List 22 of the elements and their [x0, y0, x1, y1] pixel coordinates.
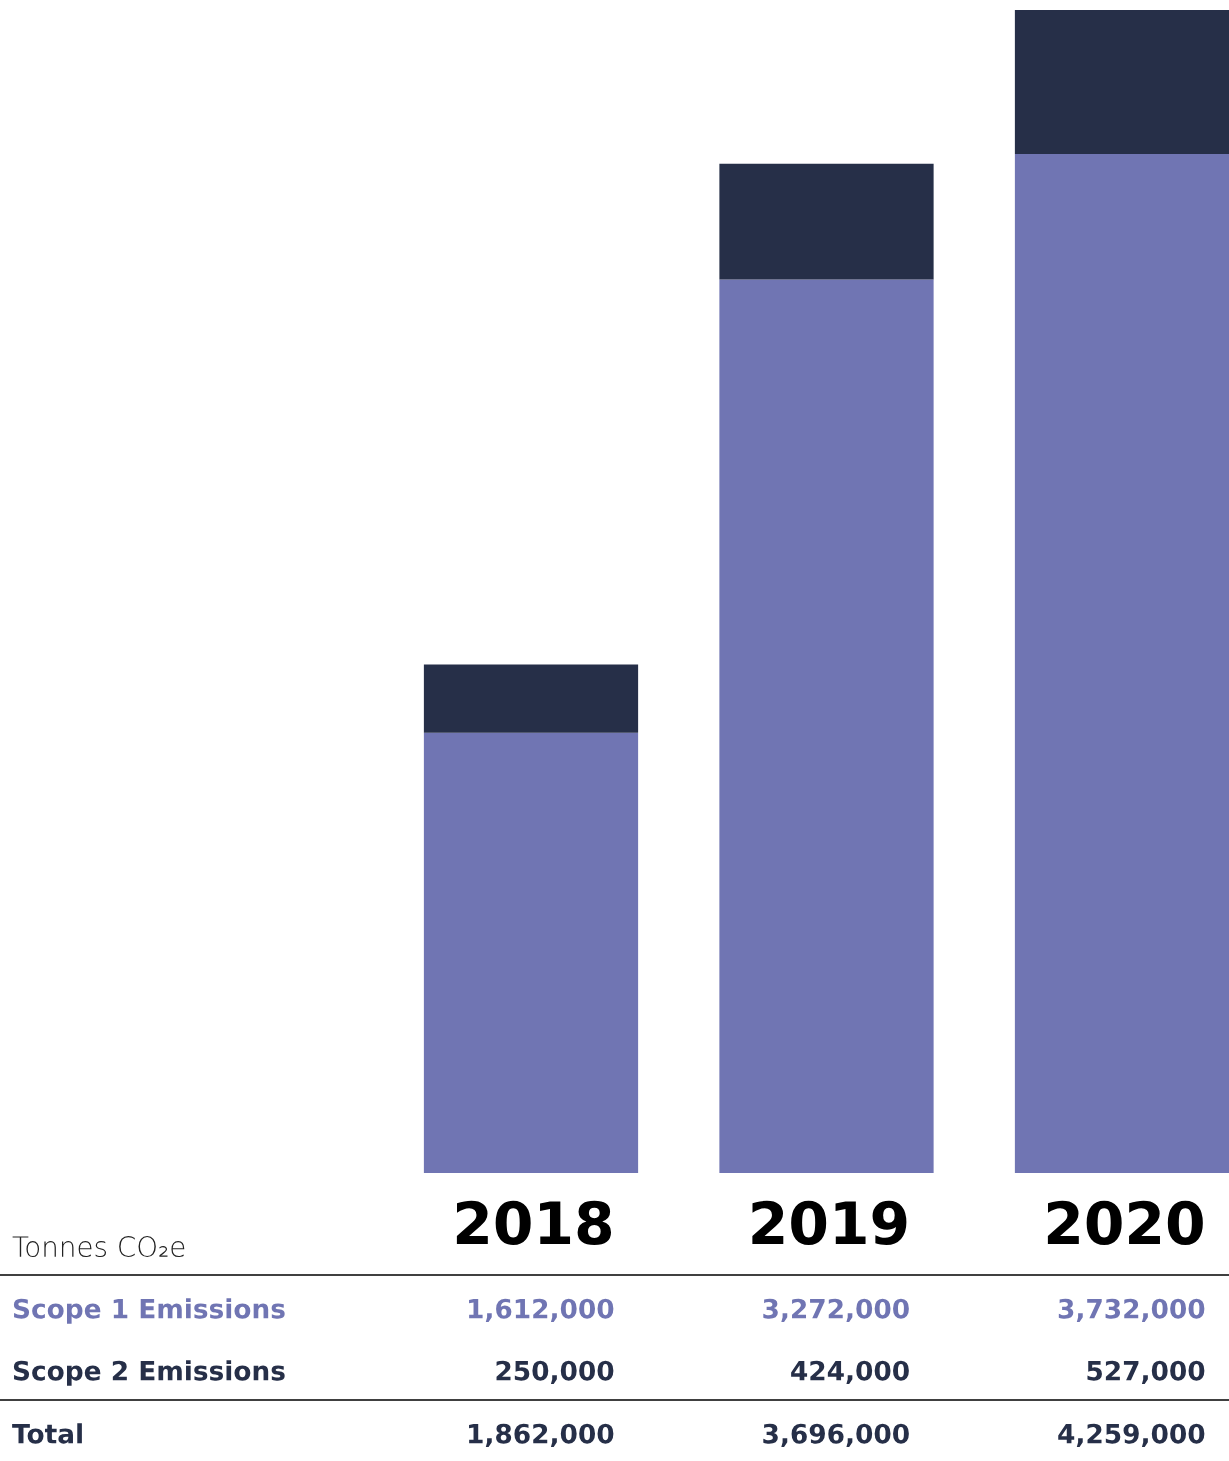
text: Scope 1 Emissions: [13, 1298, 285, 1324]
text: Total: [12, 1423, 82, 1444]
x-tick-label: 2018: [456, 1200, 612, 1245]
data-label: 3,732,000: [1058, 1298, 1205, 1323]
data-label: 424,000: [791, 1360, 909, 1385]
bar: [1014, 10, 1229, 154]
data-label: 250,000: [496, 1360, 614, 1385]
bar: [1014, 153, 1229, 1173]
data-label: 527,000: [1087, 1360, 1205, 1385]
data-label: 1,612,000: [469, 1298, 614, 1323]
text: 4,259,000: [1058, 1423, 1205, 1448]
text: Scope 2 Emissions: [13, 1360, 285, 1386]
bar: [423, 664, 639, 733]
data-label: 3,272,000: [763, 1298, 909, 1323]
text: 1,862,000: [469, 1423, 614, 1448]
x-tick-label: 2020: [1047, 1200, 1203, 1245]
bar: [423, 732, 639, 1173]
bar: [719, 163, 934, 280]
text: 3,696,000: [763, 1423, 909, 1448]
bar: [719, 279, 934, 1173]
x-tick-label: 2019: [752, 1200, 907, 1245]
text: Tonnes CO₂e: [12, 1236, 185, 1258]
